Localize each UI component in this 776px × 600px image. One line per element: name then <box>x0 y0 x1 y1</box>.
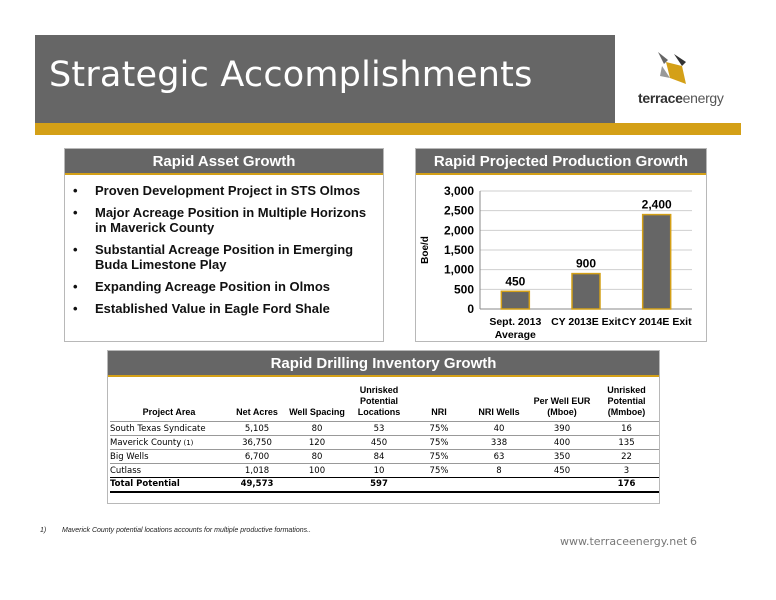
column-header: NRI Wells <box>478 407 520 417</box>
table-cell: 80 <box>311 423 323 434</box>
list-item: Expanding Acreage Position in Olmos <box>73 279 373 294</box>
table-body: South Texas Syndicate 5,105 80 53 75% 40 390 16… <box>110 421 659 492</box>
production-growth-panel: Rapid Projected Production Growth 0 500 1,… <box>415 148 707 342</box>
table-cell: 400 <box>553 437 571 448</box>
table-cell: Maverick County (1) <box>110 437 194 448</box>
table-cell: 49,573 <box>240 479 274 490</box>
y-tick-label: 1,500 <box>444 243 474 257</box>
x-tick-label: Sept. 2013 <box>489 316 541 328</box>
table-cell: 350 <box>553 451 571 462</box>
table-cell <box>286 478 348 492</box>
table-cell <box>530 478 594 492</box>
drilling-inventory-table: Project Area Net Acres Well Spacing Unriske… <box>110 385 659 493</box>
footnote-text: Maverick County potential locations acco… <box>62 527 312 534</box>
list-item: Substantial Acreage Position in Emerging… <box>73 242 373 272</box>
column-header: Per Well EUR (Mboe) <box>533 396 591 417</box>
page-number: 6 <box>690 535 697 548</box>
bar-value-label: 2,400 <box>642 198 672 212</box>
table-cell: 80 <box>311 451 323 462</box>
table-cell: 36,750 <box>242 437 272 448</box>
table-row: Big Wells 6,700 80 84 75% 63 350 22 <box>110 449 659 464</box>
y-tick-label: 0 <box>467 302 474 316</box>
table-cell: 75% <box>429 465 449 476</box>
table-cell: 22 <box>621 451 632 462</box>
y-tick-label: 500 <box>454 282 474 296</box>
bar <box>571 272 601 310</box>
table-cell: 3 <box>623 465 630 476</box>
bar-value-label: 450 <box>505 274 525 288</box>
company-url: www.terraceenergy.net <box>560 535 688 548</box>
bar-value-label: 900 <box>576 257 596 271</box>
table-cell: 8 <box>496 465 502 476</box>
table-cell <box>410 478 468 492</box>
table-cell <box>468 478 530 492</box>
production-bar-chart: 0 500 1,000 1,500 2,000 2,500 3,000 Boe/d 450 Sep… <box>420 184 692 341</box>
column-header: Unrisked Potential (Mmboe) <box>607 385 646 417</box>
asset-growth-list: Proven Development Project in STS Olmos … <box>65 175 383 316</box>
table-cell: South Texas Syndicate <box>110 423 206 434</box>
column-header: NRI <box>431 407 447 417</box>
drilling-inventory-heading: Rapid Drilling Inventory Growth <box>108 351 659 377</box>
table-cell: 10 <box>373 465 385 476</box>
footnote: 1) Maverick County potential locations ac… <box>40 527 311 534</box>
table-cell: 75% <box>429 437 449 448</box>
y-tick-label: 1,000 <box>444 263 474 277</box>
y-tick-label: 3,000 <box>444 184 474 198</box>
table-cell: 390 <box>553 423 571 434</box>
table-cell: 176 <box>617 479 636 490</box>
logo-wordmark: terraceenergy <box>638 90 724 106</box>
column-header: Project Area <box>142 407 196 417</box>
y-axis-title: Boe/d <box>420 236 431 264</box>
table-cell: 6,700 <box>244 451 270 462</box>
asset-growth-panel: Rapid Asset Growth Proven Development Pr… <box>64 148 384 342</box>
table-cell: 597 <box>370 479 388 490</box>
table-cell: 75% <box>429 423 449 434</box>
x-tick-label: CY 2013E Exit <box>551 316 621 328</box>
table-cell: Total Potential <box>110 479 180 490</box>
drilling-inventory-panel: Rapid Drilling Inventory Growth Project … <box>107 350 660 504</box>
table-cell: 135 <box>618 437 635 448</box>
table-cell: 450 <box>553 465 571 476</box>
asset-growth-heading: Rapid Asset Growth <box>65 149 383 175</box>
company-logo: terraceenergy <box>630 50 730 116</box>
column-header: Well Spacing <box>289 407 345 417</box>
column-header: Unrisked Potential Locations <box>357 385 401 417</box>
table-cell: 120 <box>308 437 326 448</box>
table-cell: 450 <box>370 437 388 448</box>
table-cell: 5,105 <box>244 423 270 434</box>
table-cell: 338 <box>490 437 508 448</box>
logo-mark-icon <box>658 52 686 84</box>
table-cell: 63 <box>493 451 505 462</box>
column-header: Net Acres <box>236 407 278 417</box>
list-item: Major Acreage Position in Multiple Horiz… <box>73 205 373 235</box>
table-header-row: Project Area Net Acres Well Spacing Unriske… <box>110 385 659 422</box>
list-item: Proven Development Project in STS Olmos <box>73 183 373 198</box>
list-item: Established Value in Eagle Ford Shale <box>73 301 373 316</box>
table-total-row: Total Potential 49,573 597 176 <box>110 477 659 492</box>
bar <box>641 213 672 310</box>
table-row: Cutlass 1,018 100 10 75% 8 450 3 <box>110 463 659 478</box>
table-cell: Big Wells <box>110 451 149 462</box>
production-growth-heading: Rapid Projected Production Growth <box>416 149 706 175</box>
table-cell: 84 <box>373 451 385 462</box>
table-row: South Texas Syndicate 5,105 80 53 75% 40 390 16 <box>110 421 659 436</box>
table-cell: 1,018 <box>244 465 270 476</box>
table-cell: Cutlass <box>110 465 142 476</box>
bar <box>500 290 531 310</box>
x-tick-label: Average <box>495 329 536 341</box>
table-cell: 100 <box>308 465 326 476</box>
gold-divider <box>35 123 741 135</box>
table-cell: 40 <box>493 423 505 434</box>
table-cell: 53 <box>373 423 385 434</box>
x-tick-label: CY 2014E Exit <box>622 316 692 328</box>
title-bar: Strategic Accomplishments <box>35 35 615 123</box>
table-cell: 75% <box>429 451 449 462</box>
y-tick-label: 2,000 <box>444 223 474 237</box>
table-cell: 16 <box>621 423 632 434</box>
y-tick-label: 2,500 <box>444 204 474 218</box>
slide-title: Strategic Accomplishments <box>49 55 533 95</box>
footnote-number: 1) <box>40 527 47 534</box>
footnote-ref: (1) <box>181 438 194 447</box>
table-row: Maverick County (1) 36,750 120 450 75% 338 400… <box>110 435 659 450</box>
